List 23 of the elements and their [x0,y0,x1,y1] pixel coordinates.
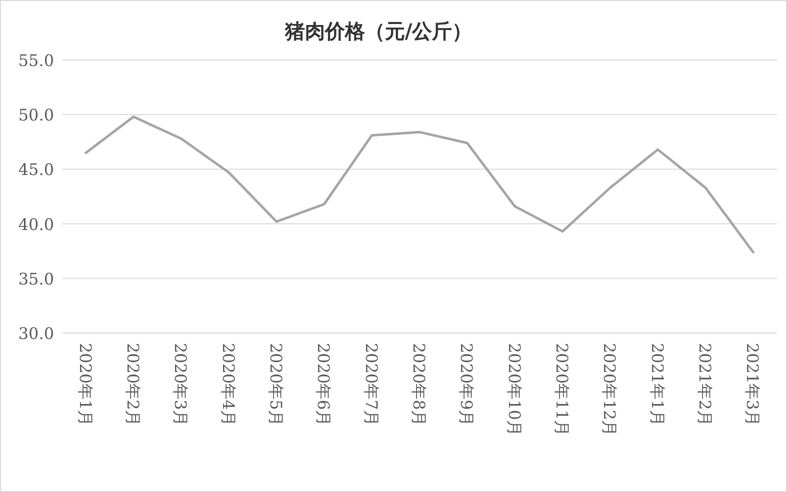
x-tick-label: 2020年1月 [76,343,95,426]
y-tick-label: 30.0 [18,324,54,343]
x-tick-label: 2020年3月 [171,343,190,426]
y-tick-label: 35.0 [18,269,54,288]
y-tick-label: 50.0 [18,106,54,125]
y-tick-label: 45.0 [18,160,54,180]
y-tick-label: 40.0 [18,214,54,234]
x-tick-label: 2020年12月 [600,343,620,436]
x-tick-label: 2020年5月 [266,343,286,426]
x-tick-label: 2020年9月 [457,343,476,426]
x-tick-label: 2020年11月 [552,343,572,436]
line-series [84,116,754,254]
x-tick-label: 2021年2月 [696,343,714,426]
x-tick-label: 2020年4月 [218,343,238,426]
x-tick-label: 2020年10月 [504,343,524,436]
x-tick-label: 2020年2月 [124,343,142,426]
y-tick-label: 55.0 [18,51,54,70]
x-tick-label: 2020年6月 [314,343,334,426]
x-tick-label: 2020年7月 [362,343,381,426]
x-tick-label: 2020年8月 [410,343,428,426]
x-tick-label: 2021年1月 [648,343,667,426]
chart-title: 猪肉价格（元/公斤） [284,19,472,43]
x-tick-label: 2021年3月 [743,343,762,426]
